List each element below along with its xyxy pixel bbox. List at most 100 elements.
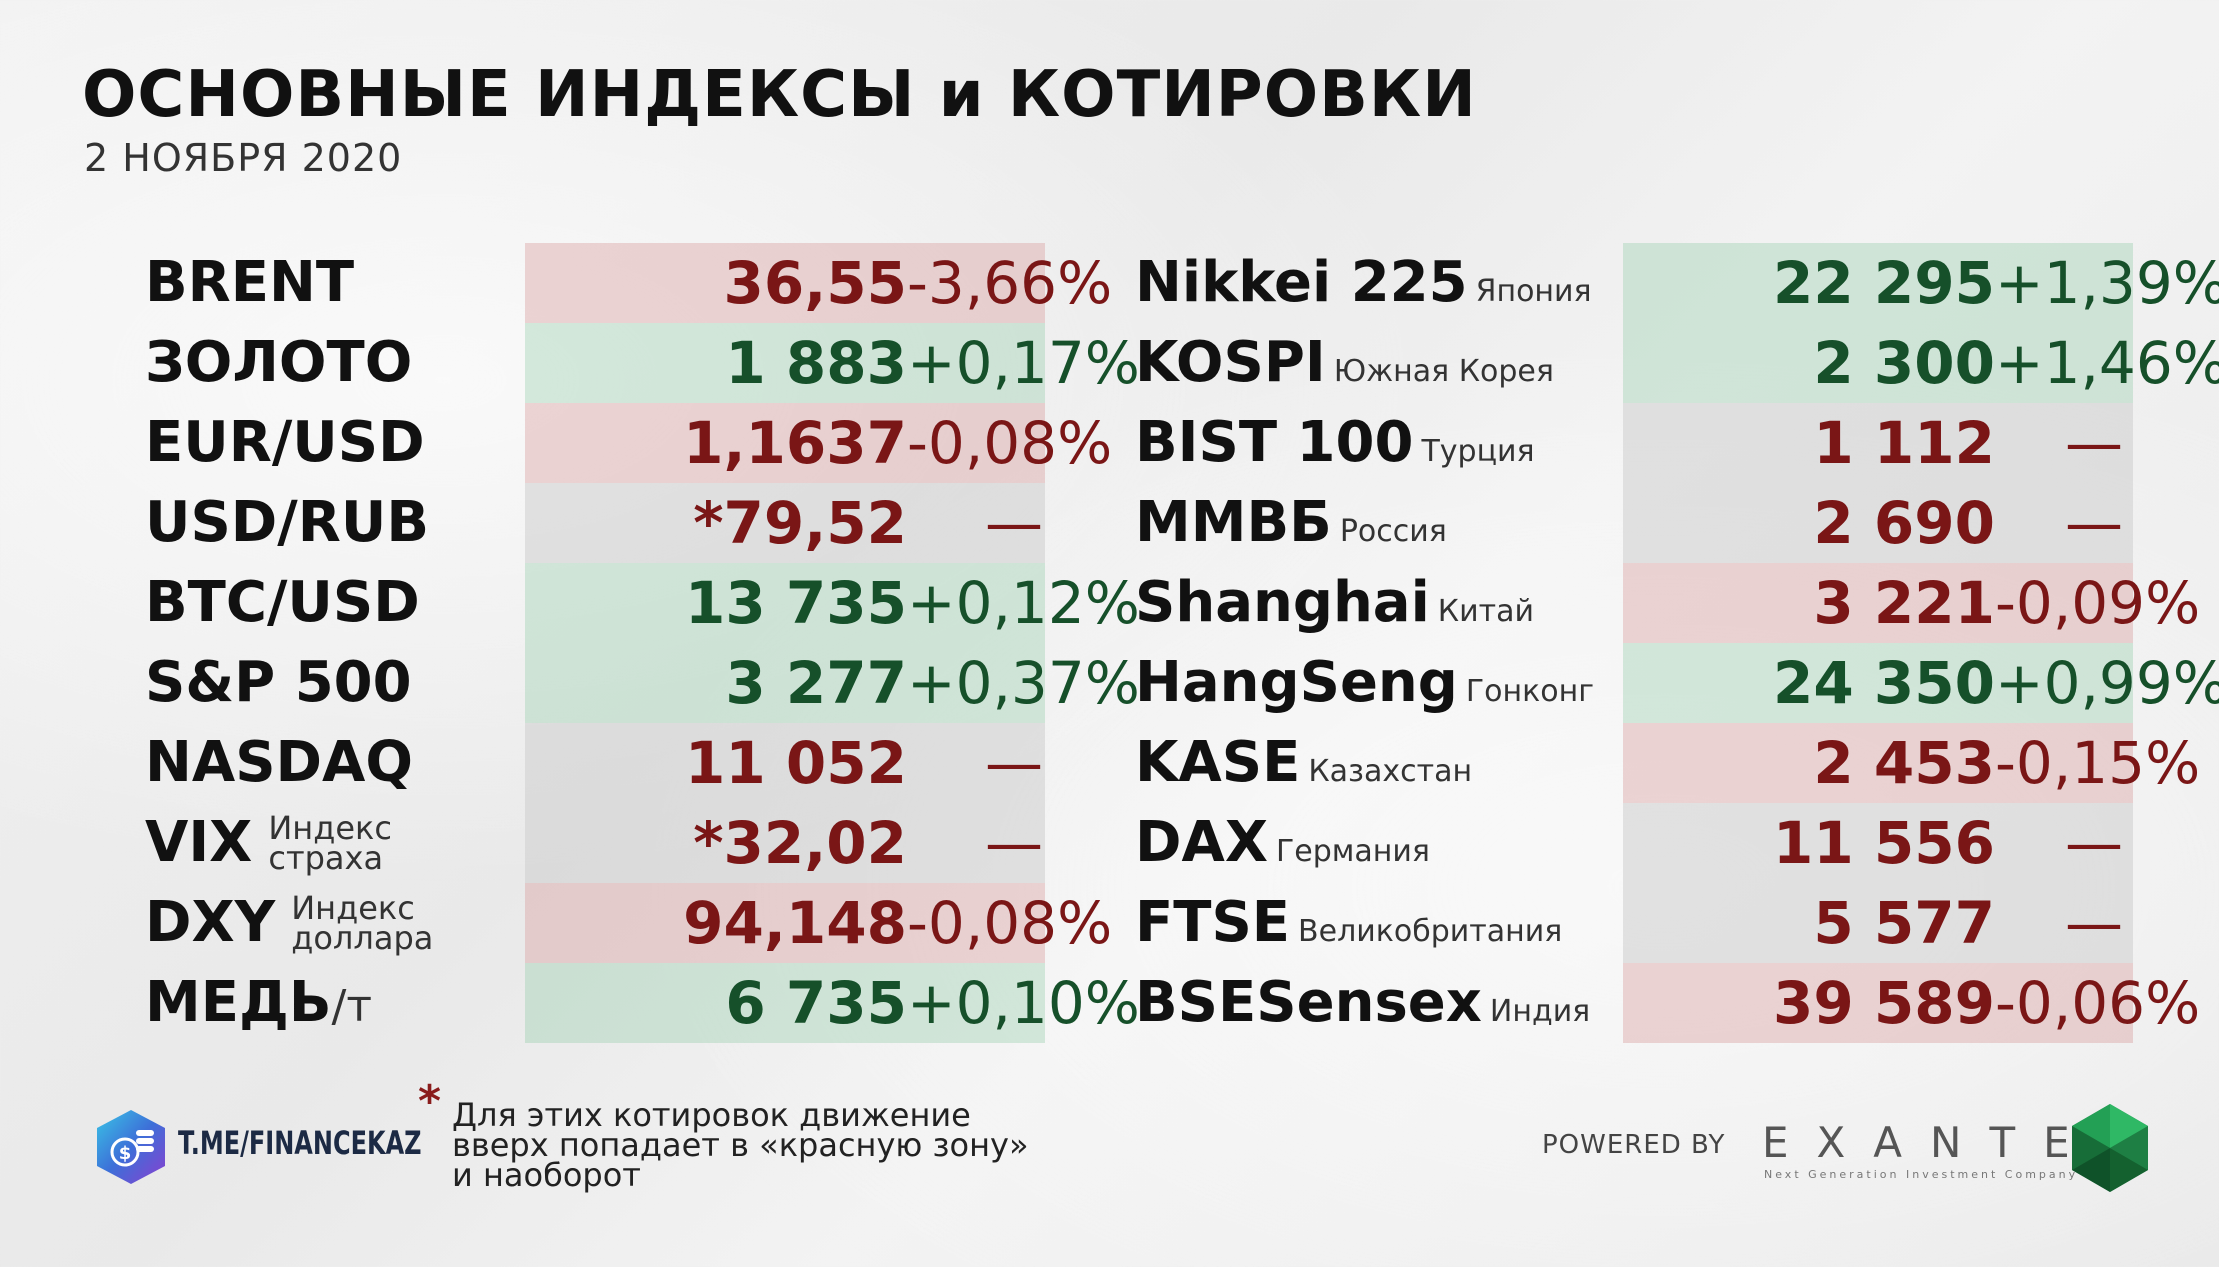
table-row: Shanghai Китай 3 221 -0,09% xyxy=(1135,563,2201,643)
quote-change: -0,08% xyxy=(907,409,1113,477)
instrument-label: BTC/USD xyxy=(145,570,420,635)
quote-value: 5 577 xyxy=(1813,889,1995,957)
table-row: VIX Индекс страха *32,02— xyxy=(145,803,1145,883)
description-line: Индекс xyxy=(291,889,415,927)
quote-value: 1 112 xyxy=(1813,409,1995,477)
quote-value: 2 690 xyxy=(1813,489,1995,557)
footnote: Для этих котировок движение вверх попада… xyxy=(452,1099,1152,1194)
table-row: МЕДЬ/т 6 735 +0,10% xyxy=(145,963,1145,1043)
page-title: ОСНОВНЫЕ ИНДЕКСЫ и КОТИРОВКИ xyxy=(82,58,1477,132)
instrument-country: Китай xyxy=(1437,594,1534,629)
instrument-name: BRENT xyxy=(145,247,354,319)
quote-change: — xyxy=(2065,409,2123,477)
exante-gem-icon xyxy=(2072,1104,2148,1192)
quote-cell xyxy=(525,643,1045,723)
quote-value: 1 883 xyxy=(725,329,907,397)
instrument-country: Южная Корея xyxy=(1333,354,1554,389)
table-row: BIST 100 Турция 1 112 — xyxy=(1135,403,2135,483)
table-row: HangSeng Гонконг 24 350 +0,99% xyxy=(1135,643,2219,723)
instrument-label: VIX xyxy=(145,810,253,875)
quote-cell xyxy=(1623,323,2133,403)
exante-logo-text: EXANTE xyxy=(1762,1118,2098,1167)
instrument-description: Индекс доллара xyxy=(291,889,434,957)
quote-cell xyxy=(525,243,1045,323)
instrument-country: Гонконг xyxy=(1465,674,1594,709)
instrument-name: Nikkei 225 Япония xyxy=(1135,247,1592,328)
quote-value: 94,148 xyxy=(683,889,907,957)
table-row: FTSE Великобритания 5 577 — xyxy=(1135,883,2135,963)
instrument-country: Индия xyxy=(1489,994,1591,1029)
quote-change: — xyxy=(985,809,1043,877)
table-row: KASE Казахстан 2 453 -0,15% xyxy=(1135,723,2200,803)
powered-by-label: POWERED BY xyxy=(1542,1130,1726,1160)
instrument-label: BIST 100 xyxy=(1135,410,1414,475)
quote-change: +0,99% xyxy=(1995,649,2219,717)
quote-change: -0,09% xyxy=(1995,569,2201,637)
quote-value: 2 300 xyxy=(1813,329,1995,397)
instrument-name: FTSE Великобритания xyxy=(1135,887,1562,968)
quote-value: 24 350 xyxy=(1773,649,1995,717)
instrument-label: BRENT xyxy=(145,250,355,315)
quote-change: — xyxy=(985,489,1043,557)
instrument-name: EUR/USD xyxy=(145,407,425,479)
instrument-label: USD/RUB xyxy=(145,490,430,555)
quote-change: -0,08% xyxy=(907,889,1113,957)
quote-cell xyxy=(1623,723,2133,803)
quote-cell xyxy=(1623,243,2133,323)
quote-cell xyxy=(525,883,1045,963)
quote-value: 11 052 xyxy=(685,729,907,797)
quote-value: 3 277 xyxy=(725,649,907,717)
table-row: USD/RUB *79,52 — xyxy=(145,483,1145,563)
quote-cell xyxy=(525,803,1045,883)
instrument-label: ММВБ xyxy=(1135,490,1332,555)
quote-change: +0,10% xyxy=(907,969,1140,1037)
table-row: BSESensex Индия 39 589 -0,06% xyxy=(1135,963,2200,1043)
instrument-label: DAX xyxy=(1135,810,1268,875)
table-row: ЗОЛОТО 1 883 +0,17% xyxy=(145,323,1145,403)
quote-cell xyxy=(1623,483,2133,563)
instrument-label: ЗОЛОТО xyxy=(145,330,413,395)
quote-change: — xyxy=(2065,889,2123,957)
instrument-label: МЕДЬ xyxy=(145,970,332,1035)
quote-change: — xyxy=(2065,489,2123,557)
instrument-label: Nikkei 225 xyxy=(1135,250,1468,315)
instrument-label: S&P 500 xyxy=(145,650,412,715)
instrument-name: ММВБ Россия xyxy=(1135,487,1447,568)
quote-change: +1,39% xyxy=(1995,249,2219,317)
quote-cell xyxy=(525,323,1045,403)
instrument-label: NASDAQ xyxy=(145,730,413,795)
quote-value: 6 735 xyxy=(725,969,907,1037)
quote-value: 11 556 xyxy=(1773,809,1995,877)
instrument-name: HangSeng Гонконг xyxy=(1135,647,1594,728)
page-date: 2 НОЯБРЯ 2020 xyxy=(84,136,403,180)
instrument-label: DXY xyxy=(145,890,276,955)
footnote-line: вверх попадает в «красную зону» xyxy=(452,1126,1029,1164)
quote-value: *79,52 xyxy=(693,489,907,557)
instrument-label: HangSeng xyxy=(1135,650,1458,715)
quote-change: -3,66% xyxy=(907,249,1113,317)
instrument-name: BIST 100 Турция xyxy=(1135,407,1535,488)
instrument-name: BTC/USD xyxy=(145,567,420,639)
quote-value: 2 453 xyxy=(1813,729,1995,797)
table-row: ММВБ Россия 2 690 — xyxy=(1135,483,2135,563)
instrument-name: KOSPI Южная Корея xyxy=(1135,327,1554,408)
channel-link[interactable]: T.ME/FINANCEKAZ xyxy=(178,1124,422,1162)
description-line: доллара xyxy=(291,919,434,957)
table-row: EUR/USD 1,1637 -0,08% xyxy=(145,403,1145,483)
instrument-name: DAX Германия xyxy=(1135,807,1430,888)
instrument-country: Турция xyxy=(1421,434,1535,469)
quote-value: 36,55 xyxy=(723,249,907,317)
quote-change: +1,46% xyxy=(1995,329,2219,397)
quote-cell xyxy=(525,963,1045,1043)
instrument-name: NASDAQ xyxy=(145,727,413,799)
instrument-name: VIX Индекс страха xyxy=(145,807,392,879)
quote-cell xyxy=(1623,403,2133,483)
quote-value: 3 221 xyxy=(1813,569,1995,637)
footnote-line: и наоборот xyxy=(452,1156,641,1194)
table-row: DXY Индекс доллара 94,148 -0,08% xyxy=(145,883,1145,963)
quote-cell xyxy=(1623,563,2133,643)
instrument-country: Япония xyxy=(1475,274,1592,309)
quote-value: 1,1637 xyxy=(683,409,907,477)
quote-cell xyxy=(1623,883,2133,963)
quote-cell xyxy=(525,403,1045,483)
